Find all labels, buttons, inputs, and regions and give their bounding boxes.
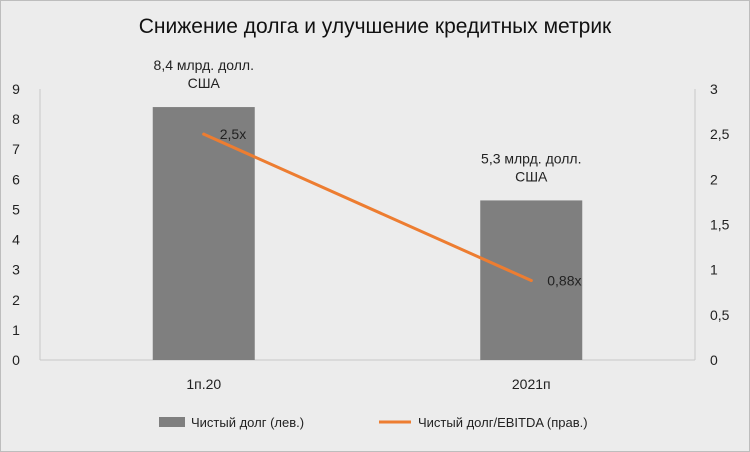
line-series [202, 132, 533, 283]
chart-title: Снижение долга и улучшение кредитных мет… [139, 15, 612, 38]
line-point [202, 132, 206, 136]
legend-swatch-bar [159, 417, 185, 427]
left-tick-label: 0 [12, 352, 20, 368]
right-tick-label: 2 [710, 171, 718, 187]
left-tick-label: 2 [12, 292, 20, 308]
legend-label-line: Чистый долг/EBITDA (прав.) [418, 415, 588, 430]
bar-data-label-line: США [515, 168, 548, 184]
bar-data-label-line: 8,4 млрд. долл. [154, 57, 254, 73]
line-data-label: 2,5x [220, 126, 246, 142]
right-tick-label: 1 [710, 262, 718, 278]
line-data-label: 0,88x [547, 273, 581, 289]
left-tick-label: 7 [12, 141, 20, 157]
left-tick-label: 3 [12, 262, 20, 278]
category-label: 2021п [512, 376, 551, 392]
left-tick-label: 4 [12, 232, 20, 248]
category-label: 1п.20 [186, 376, 221, 392]
line-point [529, 279, 533, 283]
bar-data-label-line: США [188, 75, 221, 91]
bar [152, 107, 255, 360]
bar-data-label: 5,3 млрд. долл. США [481, 150, 581, 184]
left-tick-label: 6 [12, 171, 20, 187]
left-tick-label: 9 [12, 81, 20, 97]
left-tick-label: 5 [12, 201, 20, 217]
right-tick-label: 2,5 [710, 126, 730, 142]
legend-label-bar: Чистый долг (лев.) [191, 415, 304, 430]
right-tick-label: 0,5 [710, 307, 730, 323]
left-tick-label: 1 [12, 322, 20, 338]
right-tick-label: 0 [710, 352, 718, 368]
bar-data-label: 8,4 млрд. долл. США [154, 57, 254, 91]
left-tick-label: 8 [12, 111, 20, 127]
bar-data-label-line: 5,3 млрд. долл. [481, 150, 581, 166]
right-tick-label: 1,5 [710, 217, 730, 233]
right-tick-label: 3 [710, 81, 718, 97]
